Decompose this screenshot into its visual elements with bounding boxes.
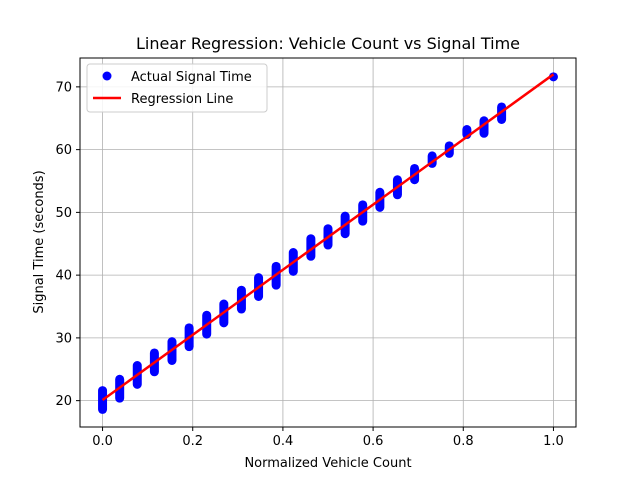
x-tick-label: 0.2 <box>182 434 203 449</box>
y-tick-label: 30 <box>55 331 72 346</box>
plot-frame <box>79 57 577 428</box>
x-tick-label: 0.0 <box>92 434 113 449</box>
x-tick-label: 0.8 <box>453 434 474 449</box>
legend: Actual Signal Time Regression Line <box>86 63 268 113</box>
y-tick-label: 20 <box>55 394 72 409</box>
y-tick-label: 60 <box>55 143 72 158</box>
legend-entry-actual: Actual Signal Time <box>131 70 252 85</box>
legend-marker-scatter <box>102 71 112 81</box>
chart-title: Linear Regression: Vehicle Count vs Sign… <box>136 34 520 53</box>
legend-entry-regression: Regression Line <box>131 92 233 107</box>
x-axis-title: Normalized Vehicle Count <box>244 456 411 471</box>
legend-box <box>86 63 268 113</box>
y-tick-label: 70 <box>55 80 72 95</box>
y-tick-label: 50 <box>55 206 72 221</box>
plot-area <box>98 72 558 414</box>
grid-lines <box>80 58 576 427</box>
y-axis-title: Signal Time (seconds) <box>32 170 47 313</box>
regression-line <box>101 73 555 402</box>
x-tick-label: 1.0 <box>543 434 564 449</box>
axis-ticks: 0.0 0.2 0.4 0.6 0.8 1.0 20 30 40 50 60 70 <box>55 80 563 449</box>
y-tick-label: 40 <box>55 269 72 284</box>
x-tick-label: 0.6 <box>363 434 384 449</box>
x-tick-label: 0.4 <box>273 434 294 449</box>
